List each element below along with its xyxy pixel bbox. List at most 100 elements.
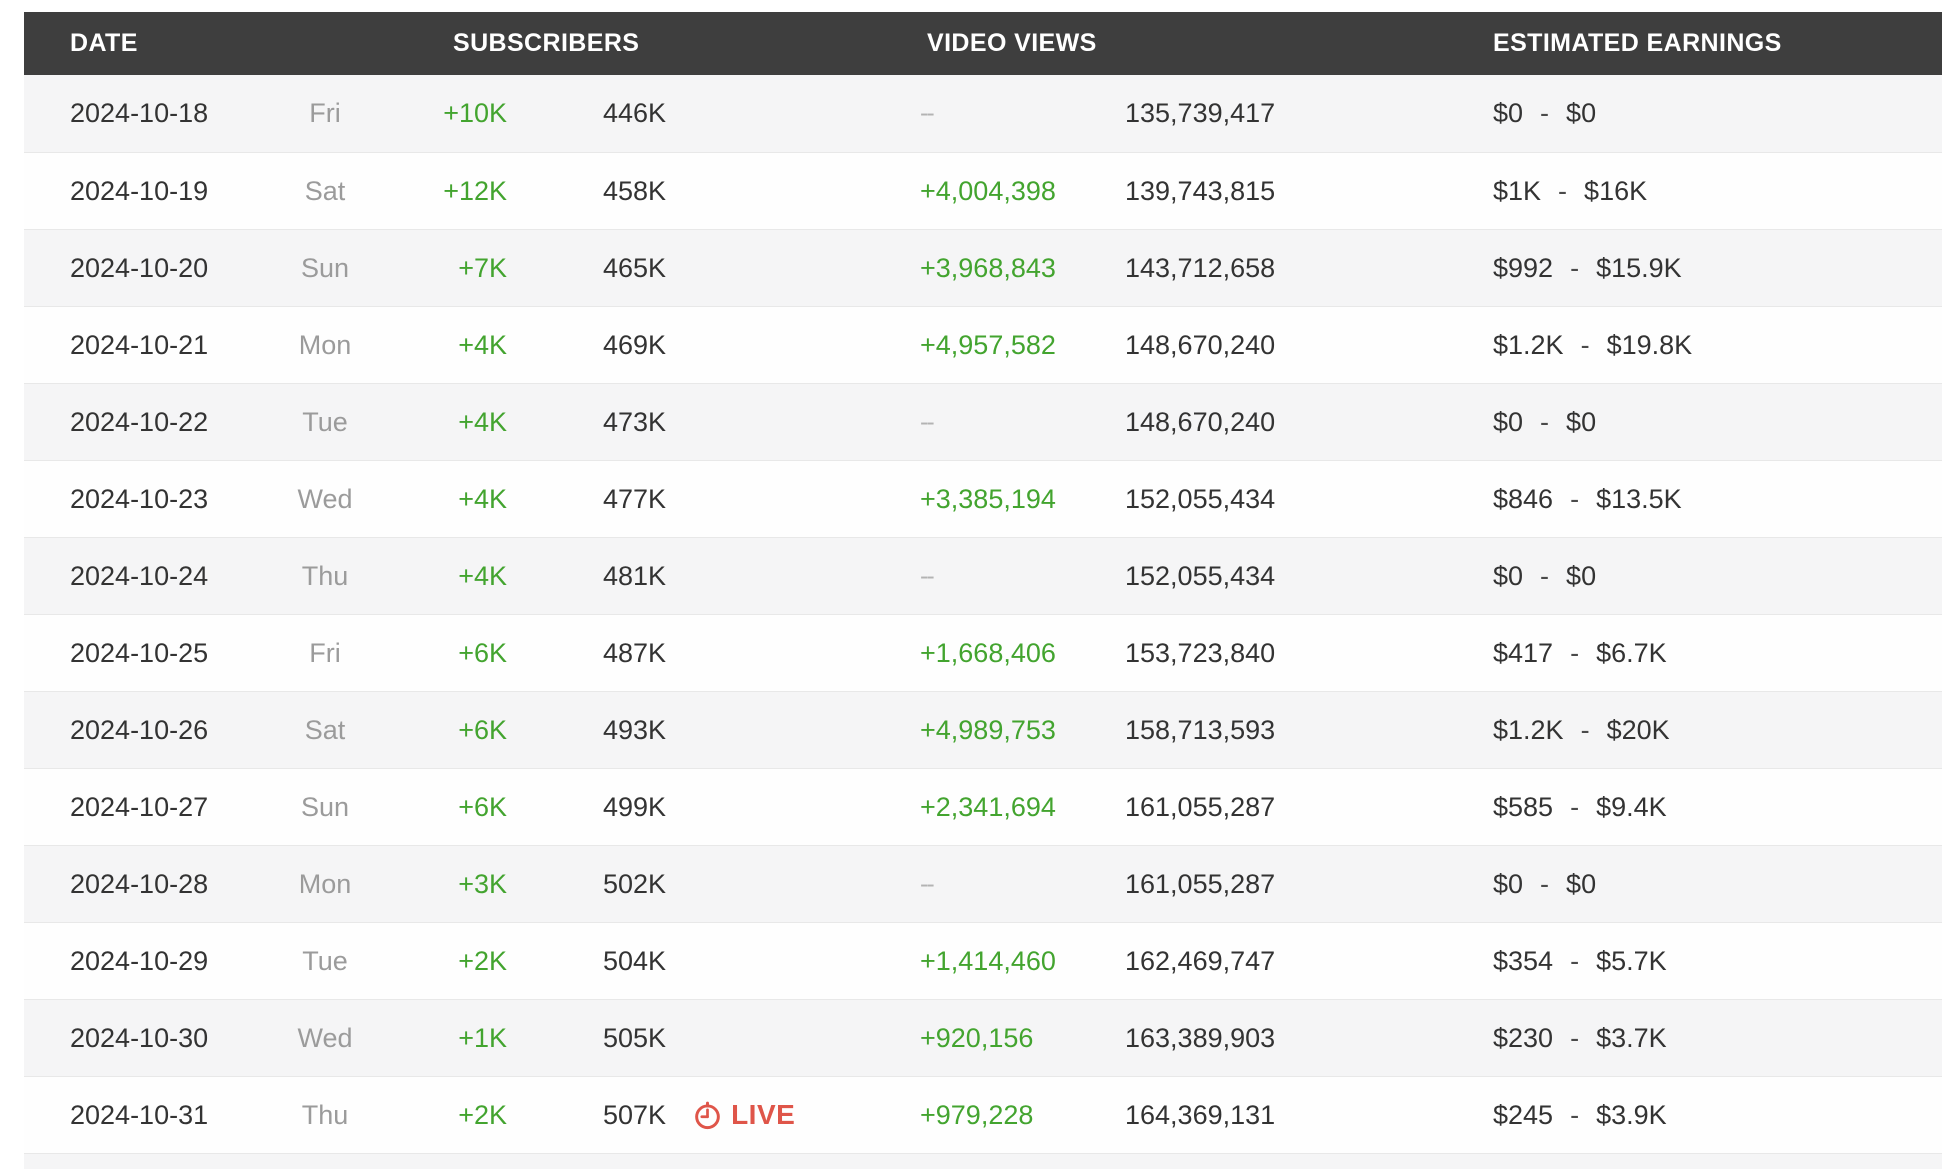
earnings-cell: $0- $0 bbox=[1470, 98, 1942, 129]
earnings-separator: - bbox=[1580, 714, 1590, 745]
subscribers-total-value: 493K bbox=[603, 714, 667, 745]
earnings-low: $0 bbox=[1493, 868, 1524, 899]
earnings-separator: - bbox=[1570, 252, 1580, 283]
video-views-delta-cell: -- bbox=[920, 869, 935, 898]
subscribers-total-value: 502K bbox=[603, 868, 667, 899]
subscribers-total-cell: 499K bbox=[507, 792, 870, 823]
video-views-total-cell: 152,055,434 bbox=[1125, 560, 1276, 591]
subscribers-total-cell: 473K bbox=[507, 407, 870, 438]
earnings-low: $417 bbox=[1493, 637, 1554, 668]
table-row: 2024-10-27 Sun +6K 499K +2,341,694 161,0… bbox=[24, 768, 1942, 845]
subscribers-total-cell: 481K bbox=[507, 561, 870, 592]
table-row: 2024-10-26 Sat +6K 493K +4,989,753 158,7… bbox=[24, 691, 1942, 768]
earnings-cell: $1.2K - $20K bbox=[1470, 715, 1942, 746]
subscribers-total-cell: 465K bbox=[507, 253, 870, 284]
live-clock-icon bbox=[695, 1101, 720, 1129]
subscribers-total-value: 504K bbox=[603, 945, 667, 976]
video-views-total-cell: 152,055,434 bbox=[1125, 483, 1276, 514]
video-views-total-cell: 135,739,417 bbox=[1125, 98, 1276, 128]
table-row: 2024-10-28 Mon +3K 502K -- 161,055,287 $… bbox=[24, 845, 1942, 922]
weekday-cell: Thu bbox=[301, 560, 349, 591]
earnings-cell: $1.2K - $19.8K bbox=[1470, 330, 1942, 361]
video-views-delta-cell: +1,414,460 bbox=[920, 945, 1056, 976]
earnings-separator: - bbox=[1570, 1099, 1580, 1130]
video-views-delta-cell: +3,968,843 bbox=[920, 252, 1056, 283]
table-row: 2024-10-24 Thu +4K 481K -- 152,055,434 $… bbox=[24, 537, 1942, 614]
weekday-cell: Sun bbox=[300, 791, 350, 822]
earnings-cell: $230- $3.7K bbox=[1470, 1023, 1942, 1054]
date-cell: 2024-10-27 bbox=[70, 791, 209, 822]
video-views-delta-cell: +3,385,194 bbox=[920, 483, 1056, 514]
subscribers-delta-cell: +6K bbox=[458, 714, 507, 745]
date-cell: 2024-10-26 bbox=[70, 714, 209, 745]
table-row: 2024-10-23 Wed +4K 477K +3,385,194 152,0… bbox=[24, 460, 1942, 537]
earnings-cell: $846- $13.5K bbox=[1470, 484, 1942, 515]
earnings-separator: - bbox=[1540, 406, 1550, 437]
subscribers-total-cell: 505K bbox=[507, 1023, 870, 1054]
table-row: 2024-10-18 Fri +10K 446K -- 135,739,417 … bbox=[24, 75, 1942, 152]
subscribers-total-value: 446K bbox=[603, 98, 667, 128]
weekday-cell: Mon bbox=[298, 868, 352, 899]
subscribers-total-cell: 469K bbox=[507, 330, 870, 361]
table-row: 2024-10-20 Sun +7K 465K +3,968,843 143,7… bbox=[24, 229, 1942, 306]
earnings-low: $230 bbox=[1493, 1022, 1554, 1053]
weekday-cell: Sat bbox=[304, 175, 346, 206]
date-cell: 2024-10-31 bbox=[70, 1099, 209, 1130]
subscribers-total-cell: 502K bbox=[507, 869, 870, 900]
table-header: DATE SUBSCRIBERS VIDEO VIEWS ESTIMATED E… bbox=[24, 12, 1942, 75]
earnings-high: $9.4K bbox=[1596, 791, 1667, 822]
weekday-cell: Tue bbox=[302, 406, 348, 437]
date-cell: 2024-10-28 bbox=[70, 868, 209, 899]
subscribers-delta-cell: +1K bbox=[458, 1022, 507, 1053]
stats-table: DATE SUBSCRIBERS VIDEO VIEWS ESTIMATED E… bbox=[24, 12, 1942, 1169]
video-views-total-cell: 161,055,287 bbox=[1125, 791, 1276, 822]
earnings-high: $5.7K bbox=[1596, 945, 1667, 976]
live-badge: LIVE bbox=[692, 1099, 795, 1131]
weekday-cell: Sun bbox=[300, 252, 350, 283]
earnings-cell: $417- $6.7K bbox=[1470, 638, 1942, 669]
weekday-cell: Tue bbox=[302, 945, 348, 976]
date-cell: 2024-10-23 bbox=[70, 483, 209, 514]
earnings-high: $0 bbox=[1566, 868, 1597, 899]
earnings-high: $6.7K bbox=[1596, 637, 1667, 668]
earnings-low: $1.2K bbox=[1493, 329, 1564, 360]
video-views-delta-cell: -- bbox=[920, 99, 935, 127]
earnings-cell: $0- $0 bbox=[1470, 561, 1942, 592]
earnings-low: $846 bbox=[1493, 483, 1554, 514]
earnings-high: $0 bbox=[1566, 406, 1597, 437]
table-row: 2024-10-19 Sat +12K 458K +4,004,398 139,… bbox=[24, 152, 1942, 229]
earnings-low: $354 bbox=[1493, 945, 1554, 976]
subscribers-delta-cell: +6K bbox=[458, 791, 507, 822]
earnings-cell: $585- $9.4K bbox=[1470, 792, 1942, 823]
video-views-total-cell: 164,369,131 bbox=[1125, 1099, 1276, 1130]
subscribers-total-cell: 458K bbox=[507, 176, 870, 207]
table-body: 2024-10-18 Fri +10K 446K -- 135,739,417 … bbox=[24, 75, 1942, 1153]
earnings-high: $16K bbox=[1584, 175, 1648, 206]
date-cell: 2024-10-19 bbox=[70, 175, 209, 206]
weekday-cell: Sat bbox=[304, 714, 346, 745]
weekday-cell: Fri bbox=[309, 98, 341, 128]
date-cell: 2024-10-25 bbox=[70, 637, 209, 668]
subscribers-delta-cell: +2K bbox=[458, 945, 507, 976]
subscribers-delta-cell: +3K bbox=[458, 868, 507, 899]
earnings-separator: - bbox=[1540, 868, 1550, 899]
live-label: LIVE bbox=[731, 1099, 796, 1130]
table-row: 2024-10-22 Tue +4K 473K -- 148,670,240 $… bbox=[24, 383, 1942, 460]
video-views-total-cell: 162,469,747 bbox=[1125, 945, 1276, 976]
video-views-delta-cell: +920,156 bbox=[920, 1022, 1034, 1053]
weekday-cell: Wed bbox=[297, 1022, 353, 1053]
earnings-low: $1.2K bbox=[1493, 714, 1564, 745]
subscribers-total-value: 465K bbox=[603, 252, 667, 283]
earnings-high: $19.8K bbox=[1606, 329, 1693, 360]
subscribers-delta-cell: +7K bbox=[458, 252, 507, 283]
subscribers-delta-cell: +12K bbox=[443, 175, 507, 206]
video-views-delta-cell: -- bbox=[920, 561, 935, 590]
earnings-separator: - bbox=[1570, 483, 1580, 514]
video-views-total-cell: 148,670,240 bbox=[1125, 329, 1276, 360]
earnings-high: $0 bbox=[1566, 98, 1597, 128]
subscribers-total-cell: 446K bbox=[507, 98, 870, 129]
date-cell: 2024-10-18 bbox=[70, 98, 209, 128]
weekday-cell: Mon bbox=[298, 329, 352, 360]
weekday-cell: Wed bbox=[297, 483, 353, 514]
video-views-total-cell: 143,712,658 bbox=[1125, 252, 1276, 283]
